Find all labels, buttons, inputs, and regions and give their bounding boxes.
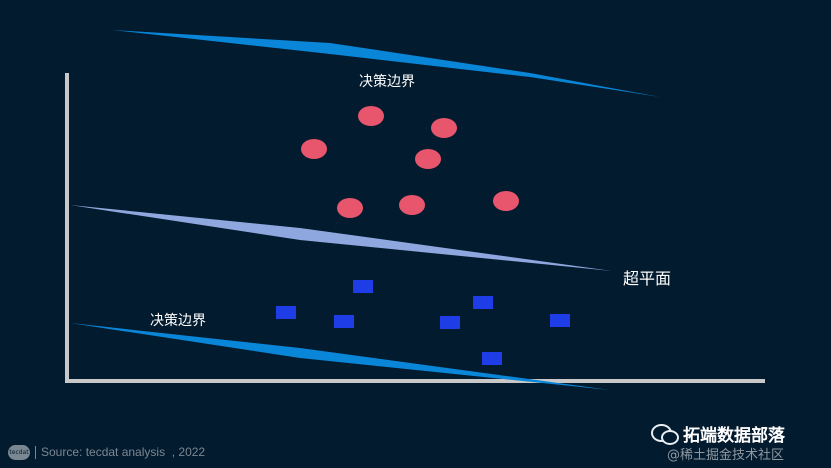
- class-a-point: [493, 191, 519, 211]
- source-footer: tecdat Source: tecdat analysis , 2022: [8, 444, 205, 460]
- class-a-point: [415, 149, 441, 169]
- class-b-points: [276, 280, 570, 365]
- class-b-point: [334, 315, 354, 328]
- class-a-point: [301, 139, 327, 159]
- class-a-point: [431, 118, 457, 138]
- class-b-point: [550, 314, 570, 327]
- watermark-text: @稀土掘金技术社区: [667, 448, 785, 463]
- class-a-point: [358, 106, 384, 126]
- class-a-points: [301, 106, 519, 218]
- wechat-brand: 拓端数据部落: [651, 421, 785, 446]
- class-a-point: [337, 198, 363, 218]
- footer-divider: [35, 445, 36, 459]
- class-b-point: [440, 316, 460, 329]
- upper-boundary-label: 决策边界: [359, 74, 415, 90]
- class-b-point: [473, 296, 493, 309]
- tecdat-logo: tecdat: [8, 444, 30, 460]
- class-b-point: [482, 352, 502, 365]
- wechat-brand-name: 拓端数据部落: [683, 426, 785, 446]
- class-a-point: [399, 195, 425, 215]
- class-b-point: [353, 280, 373, 293]
- hyperplane-label: 超平面: [623, 269, 672, 288]
- class-b-point: [276, 306, 296, 319]
- hyperplane-line: [70, 205, 612, 271]
- source-text: Source: tecdat analysis , 2022: [41, 445, 206, 459]
- lower-decision-boundary: [70, 323, 610, 390]
- wechat-icon: [651, 423, 679, 445]
- lower-boundary-label: 决策边界: [150, 313, 206, 329]
